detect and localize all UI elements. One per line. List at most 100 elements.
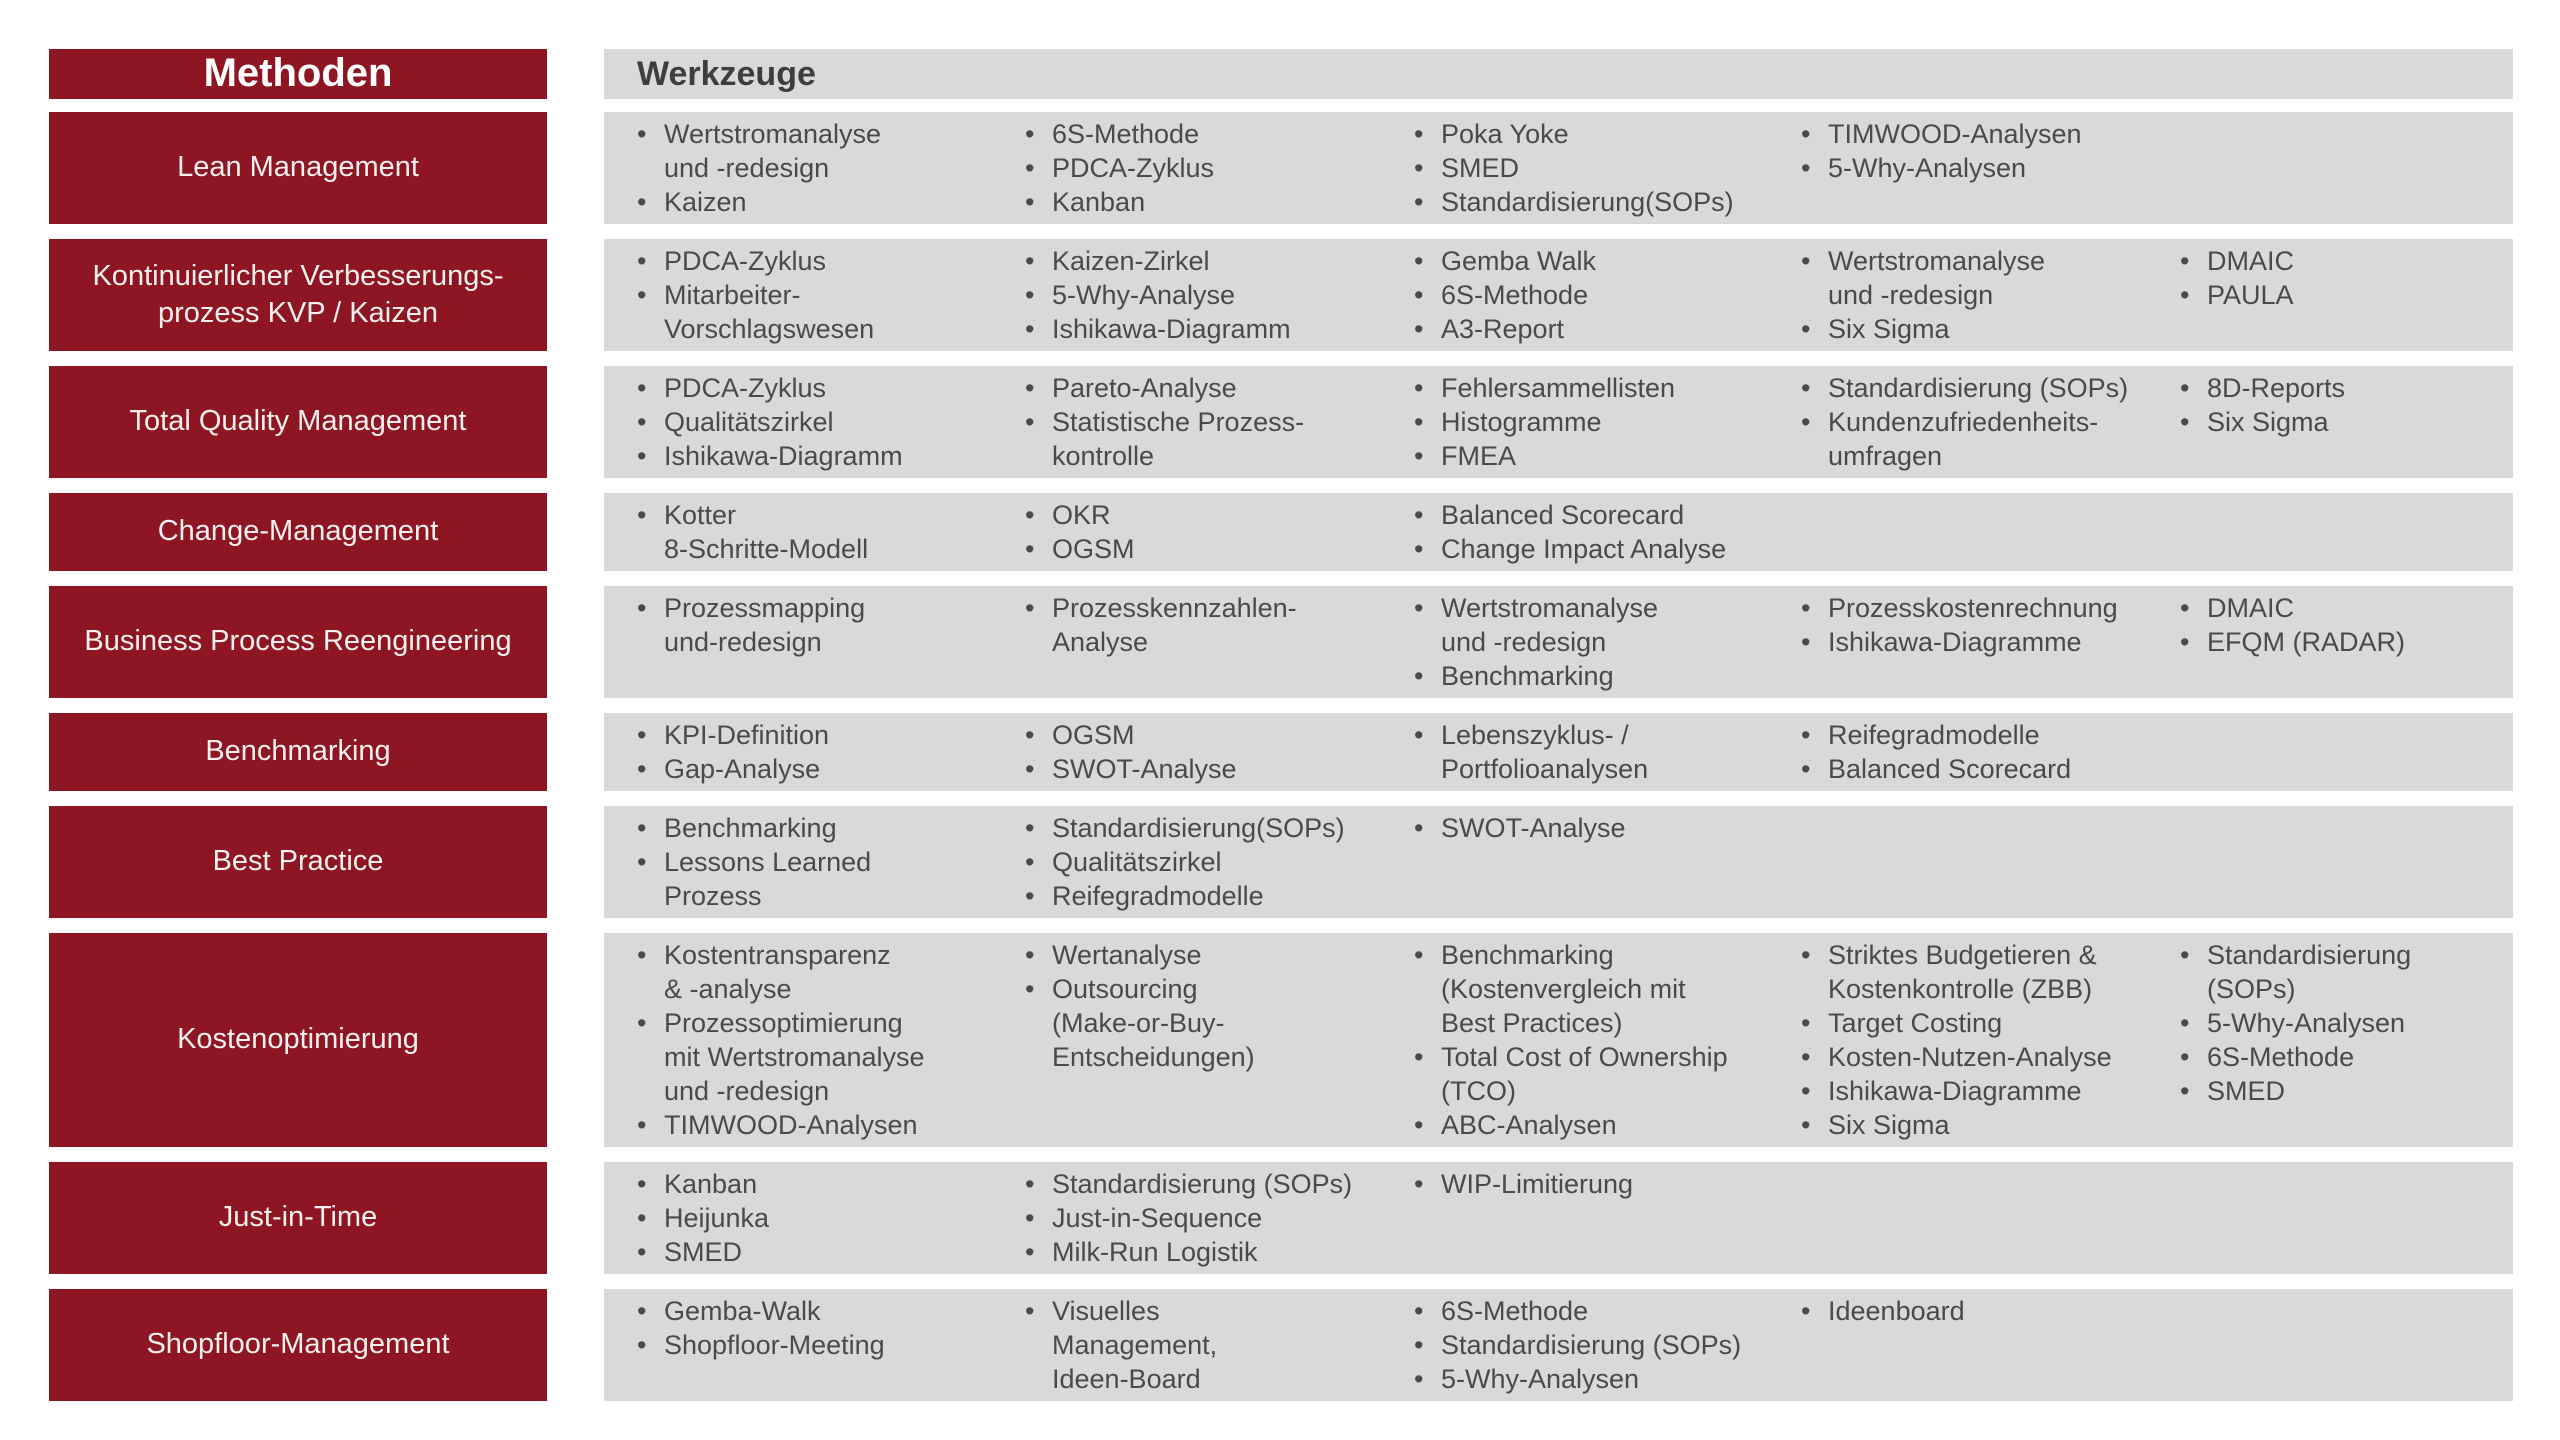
tool-label: TIMWOOD-Analysen [1828, 119, 2082, 149]
tool-label: Prozesskostenrechnung [1828, 593, 2118, 623]
tool-label: Wertanalyse [1052, 940, 1202, 970]
tool-item: • Poka Yoke [1414, 117, 1801, 151]
method-label: Shopfloor-Management [49, 1289, 547, 1401]
tool-label: 5-Why-Analysen [2207, 1008, 2406, 1038]
bullet-icon: • [1414, 1330, 1424, 1360]
tool-item: • Six Sigma [1801, 1108, 2180, 1142]
tool-item: • Fehlersammellisten [1414, 371, 1801, 405]
tool-label: OGSM [1052, 720, 1135, 750]
tools-column [2180, 1167, 2499, 1269]
bullet-icon: • [1025, 373, 1035, 403]
tools-column [2180, 1294, 2499, 1396]
bullet-icon: • [1801, 119, 1811, 149]
tool-item: • Wertstromanalyse und -redesign [1414, 591, 1801, 659]
tool-item: • Standardisierung(SOPs) [1414, 185, 1801, 219]
tool-label: Gap-Analyse [664, 754, 821, 784]
tools-band: • KPI-Definition • Gap-Analyse • OGSM • SWOT-An… [604, 713, 2513, 791]
tool-label: Standardisierung (SOPs) [1441, 1330, 1742, 1360]
tools-column [2180, 117, 2499, 219]
tools-column [2180, 811, 2499, 913]
tools-column: • Reifegradmodelle • Balanced Scorecard [1801, 718, 2180, 786]
tools-band: • Benchmarking • Lessons Learned Prozess • St… [604, 806, 2513, 918]
bullet-icon: • [637, 1237, 647, 1267]
tools-column: • Gemba-Walk • Shopfloor-Meeting [637, 1294, 1025, 1396]
tool-label: Ishikawa-Diagramme [1828, 627, 2082, 657]
tool-label: KPI-Definition [664, 720, 830, 750]
tool-label: Standardisierung(SOPs) [1052, 813, 1345, 843]
tool-label: Benchmarking [1441, 661, 1614, 691]
tools-column: • DMAIC • EFQM (RADAR) [2180, 591, 2499, 693]
tools-column: • Wertstromanalyse und -redesign • Kaizen [637, 117, 1025, 219]
bullet-icon: • [2180, 1076, 2190, 1106]
tool-label: Standardisierung (SOPs) [1828, 373, 2129, 403]
tool-item: • Heijunka [637, 1201, 1025, 1235]
tool-item: • Standardisierung (SOPs) [1801, 371, 2180, 405]
bullet-icon: • [1801, 153, 1811, 183]
tool-item: • Prozessmapping und-redesign [637, 591, 1025, 659]
bullet-icon: • [1025, 754, 1035, 784]
bullet-icon: • [1801, 627, 1811, 657]
bullet-icon: • [1801, 754, 1811, 784]
tool-label: TIMWOOD-Analysen [664, 1110, 918, 1140]
tool-item: • SMED [2180, 1074, 2499, 1108]
tool-item: • Reifegradmodelle [1801, 718, 2180, 752]
tool-label: Outsourcing (Make-or-Buy- Entscheidungen… [1052, 974, 1255, 1072]
tool-item: • Ishikawa-Diagramm [1025, 312, 1414, 346]
tool-item: • Balanced Scorecard [1414, 498, 1801, 532]
tool-item: • ABC-Analysen [1414, 1108, 1801, 1142]
tool-item: • Gemba Walk [1414, 244, 1801, 278]
tool-item: • A3-Report [1414, 312, 1801, 346]
method-label: Kontinuierlicher Verbesserungs- prozess … [49, 239, 547, 351]
tool-item: • KPI-Definition [637, 718, 1025, 752]
tool-label: 6S-Methode [1052, 119, 1200, 149]
bullet-icon: • [637, 246, 647, 276]
tool-item: • Kostentransparenz & -analyse [637, 938, 1025, 1006]
tool-label: SWOT-Analyse [1441, 813, 1626, 843]
tool-item: • Wertstromanalyse und -redesign [1801, 244, 2180, 312]
tools-column: • Kostentransparenz & -analyse • Prozessopt… [637, 938, 1025, 1142]
tools-column: • Lebenszyklus- / Portfolioanalysen [1414, 718, 1801, 786]
tool-item: • Prozesskostenrechnung [1801, 591, 2180, 625]
tool-item: • PDCA-Zyklus [1025, 151, 1414, 185]
bullet-icon: • [1025, 974, 1035, 1004]
tool-label: WIP-Limitierung [1441, 1169, 1634, 1199]
tool-item: • Kanban [637, 1167, 1025, 1201]
tools-column: • Wertstromanalyse und -redesign • Six Sigm… [1801, 244, 2180, 346]
tool-label: Fehlersammellisten [1441, 373, 1676, 403]
tool-item: • Standardisierung (SOPs) [1025, 1167, 1414, 1201]
tool-label: Six Sigma [1828, 314, 1950, 344]
method-label: Kostenoptimierung [49, 933, 547, 1147]
bullet-icon: • [637, 754, 647, 784]
tool-item: • Ishikawa-Diagramme [1801, 1074, 2180, 1108]
tool-label: Ishikawa-Diagramm [1052, 314, 1291, 344]
method-row: Lean Management • Wertstromanalyse und -re… [49, 112, 2513, 224]
method-row: Business Process Reengineering • Prozessma… [49, 586, 2513, 698]
tool-item: • Ishikawa-Diagramm [637, 439, 1025, 473]
method-row: Change-Management • Kotter 8-Schritte-Mode… [49, 493, 2513, 571]
tool-label: 5-Why-Analysen [1828, 153, 2027, 183]
bullet-icon: • [1414, 813, 1424, 843]
tool-item: • Six Sigma [1801, 312, 2180, 346]
tool-item: • Standardisierung(SOPs) [1025, 811, 1414, 845]
tool-label: SWOT-Analyse [1052, 754, 1237, 784]
bullet-icon: • [1801, 940, 1811, 970]
bullet-icon: • [1025, 593, 1035, 623]
tool-label: DMAIC [2207, 246, 2294, 276]
bullet-icon: • [1801, 246, 1811, 276]
bullet-icon: • [637, 373, 647, 403]
bullet-icon: • [1025, 534, 1035, 564]
tools-column: • DMAIC • PAULA [2180, 244, 2499, 346]
tool-label: SMED [2207, 1076, 2286, 1106]
tool-item: • Kaizen [637, 185, 1025, 219]
method-label: Just-in-Time [49, 1162, 547, 1274]
bullet-icon: • [1801, 1076, 1811, 1106]
tool-item: • TIMWOOD-Analysen [637, 1108, 1025, 1142]
tools-column: • OKR • OGSM [1025, 498, 1414, 566]
tool-item: • PDCA-Zyklus [637, 371, 1025, 405]
tool-label: Poka Yoke [1441, 119, 1569, 149]
tools-column: • Standardisierung(SOPs) • Qualitätszirkel •… [1025, 811, 1414, 913]
bullet-icon: • [2180, 1042, 2190, 1072]
tool-label: PDCA-Zyklus [664, 373, 827, 403]
tool-item: • Kaizen-Zirkel [1025, 244, 1414, 278]
bullet-icon: • [1025, 500, 1035, 530]
